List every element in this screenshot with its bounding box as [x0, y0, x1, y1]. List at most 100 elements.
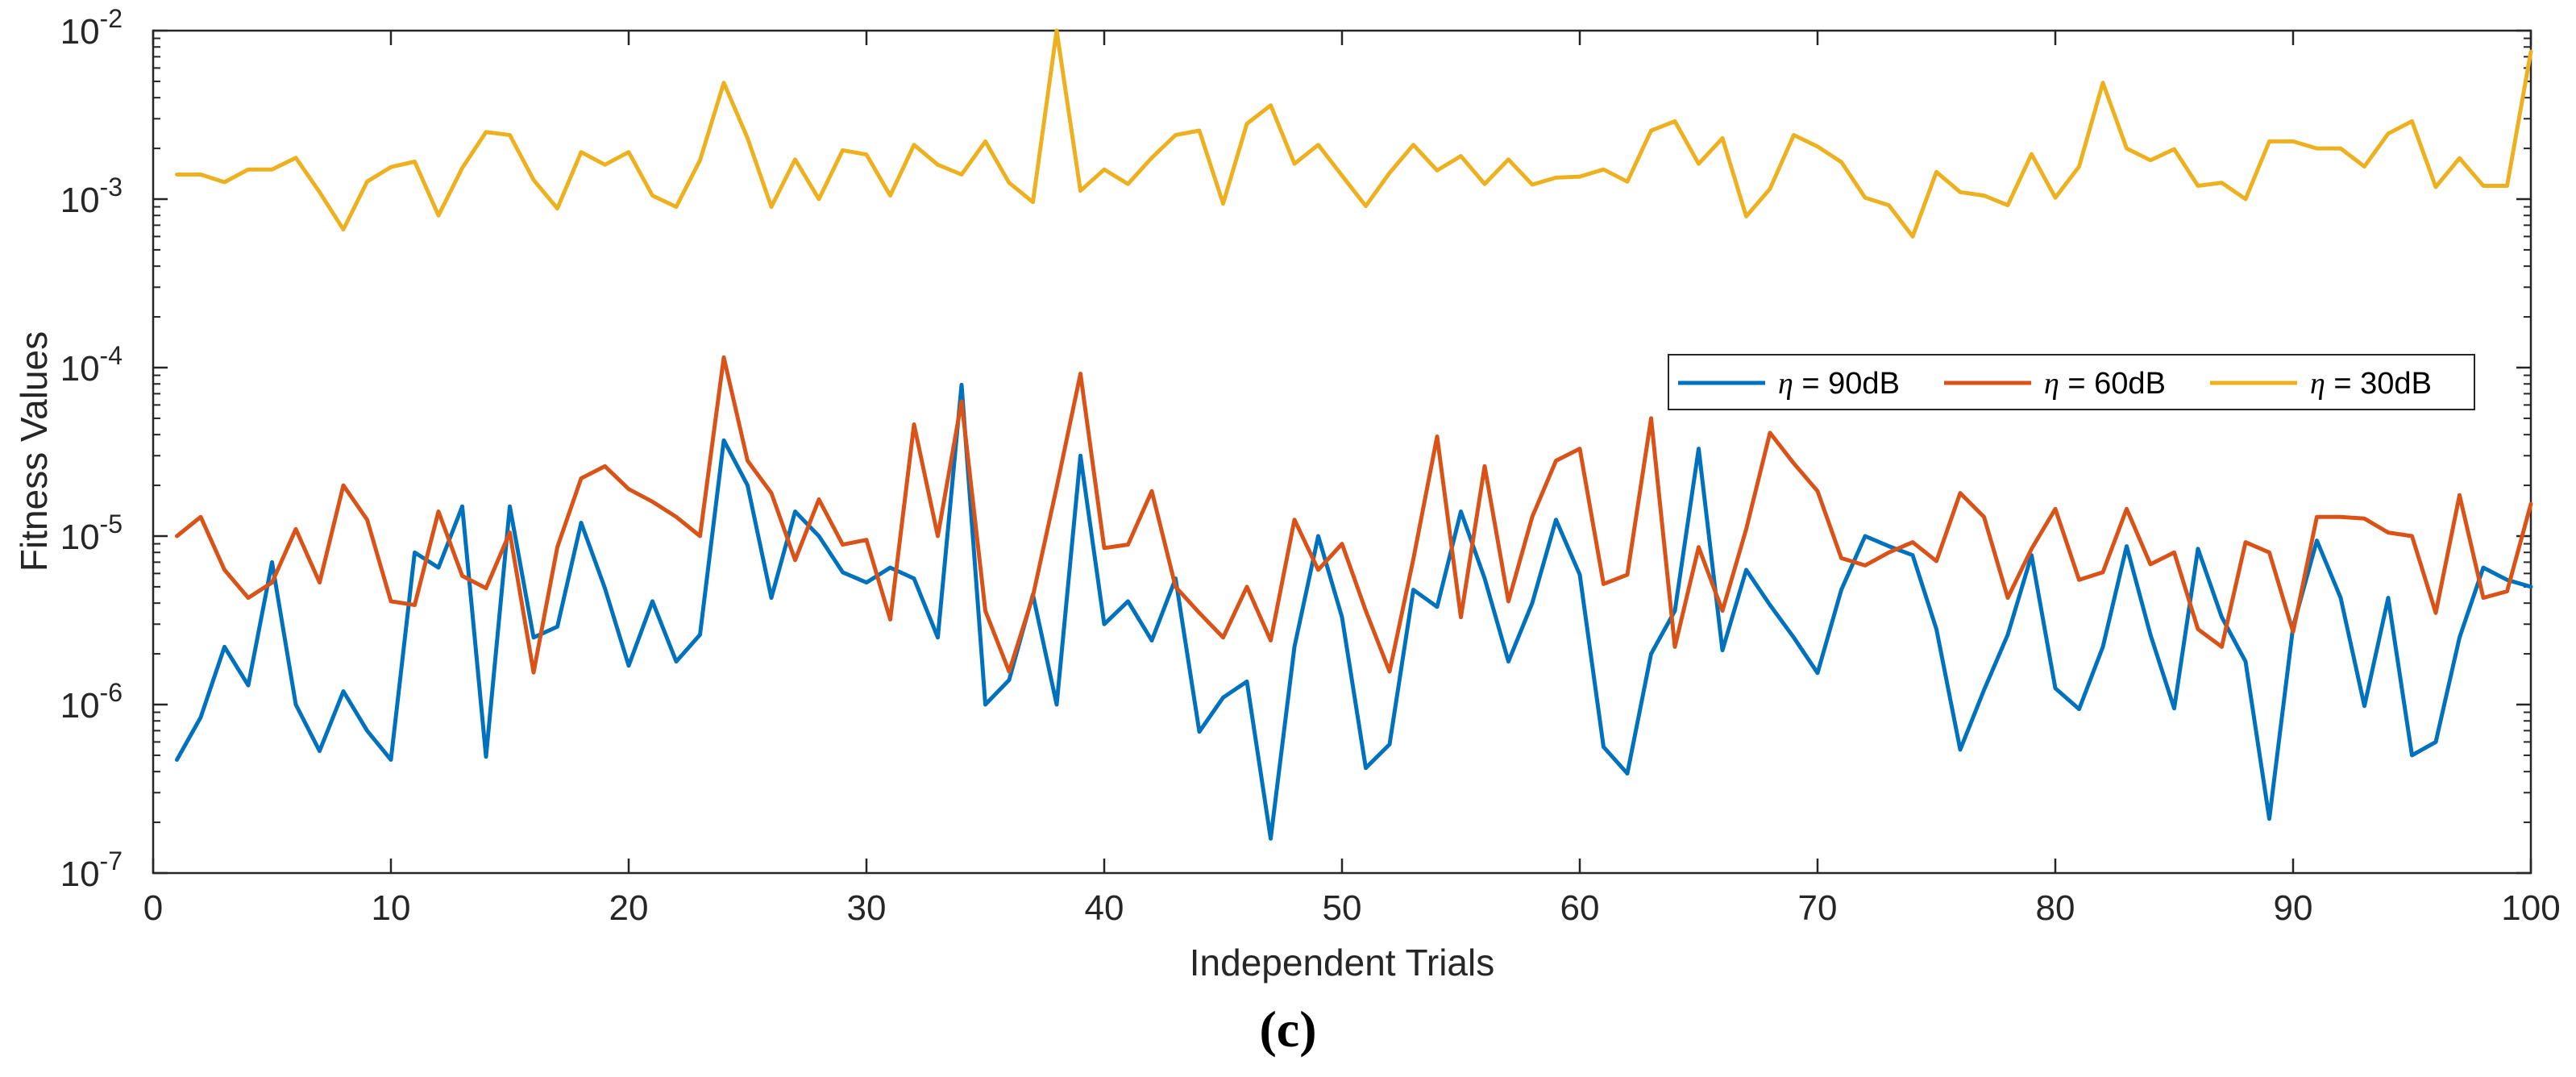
data-point-60dB [1174, 584, 1178, 589]
data-point-90dB [2386, 596, 2391, 600]
data-point-30dB [841, 148, 845, 152]
data-point-30dB [1672, 119, 1677, 123]
series-line-60dB [175, 355, 2533, 675]
data-point-30dB [1602, 168, 1606, 172]
x-tick-label: 30 [847, 888, 887, 928]
data-point-30dB [2005, 203, 2010, 207]
data-point-60dB [816, 497, 821, 501]
data-point-60dB [555, 545, 559, 549]
data-point-60dB [2243, 540, 2248, 544]
legend: η = 90dB η = 60dB η = 30dB [1668, 354, 2475, 410]
data-point-30dB [1269, 103, 1273, 107]
data-point-60dB [1031, 594, 1035, 598]
data-point-90dB [2433, 740, 2438, 744]
series-line-90dB [175, 382, 2533, 841]
data-point-90dB [698, 633, 702, 637]
data-point-30dB [1506, 157, 1510, 161]
data-point-60dB [2291, 630, 2296, 634]
data-point-60dB [175, 534, 179, 538]
y-axis-label: Fitness Values [13, 331, 55, 572]
data-point-60dB [1649, 416, 1653, 421]
y-tick-label: 10-4 [60, 341, 123, 389]
data-point-60dB [246, 596, 251, 600]
data-point-90dB [2220, 615, 2224, 619]
data-point-90dB [436, 565, 441, 570]
data-point-90dB [959, 383, 964, 387]
data-point-30dB [1887, 203, 1891, 207]
x-tick-label: 20 [609, 888, 649, 928]
data-point-30dB [2481, 184, 2486, 188]
data-point-60dB [2148, 562, 2153, 567]
y-tick-base: 10 [60, 181, 100, 220]
data-point-90dB [1340, 615, 1344, 619]
data-point-30dB [413, 160, 417, 164]
data-point-30dB [2458, 156, 2462, 160]
data-point-90dB [793, 509, 797, 514]
y-tick-label: 10-6 [60, 678, 123, 726]
data-point-90dB [841, 570, 845, 575]
x-tick-label: 70 [1798, 888, 1838, 928]
data-point-60dB [1672, 645, 1677, 649]
data-point-60dB [1863, 563, 1868, 568]
data-point-60dB [2100, 570, 2105, 575]
y-tick-exponent: -4 [100, 341, 123, 370]
data-point-90dB [1863, 534, 1868, 538]
data-point-90dB [1244, 680, 1249, 684]
data-point-90dB [912, 576, 916, 580]
data-point-90dB [1577, 572, 1582, 577]
data-point-60dB [2410, 534, 2414, 538]
data-point-90dB [1602, 745, 1606, 749]
legend-box [1668, 354, 2475, 410]
data-point-60dB [2005, 596, 2010, 600]
data-point-60dB [2528, 502, 2533, 506]
data-point-60dB [1364, 609, 1368, 613]
data-point-60dB [1934, 559, 1938, 563]
data-point-90dB [2410, 753, 2414, 758]
data-point-30dB [674, 205, 679, 209]
data-point-90dB [1126, 599, 1130, 604]
data-point-60dB [436, 509, 441, 514]
data-point-60dB [579, 476, 584, 480]
data-point-60dB [2030, 547, 2034, 551]
data-point-30dB [2267, 139, 2271, 143]
y-tick-exponent: -2 [100, 4, 123, 33]
data-point-90dB [2053, 686, 2058, 690]
data-point-30dB [1934, 170, 1938, 174]
data-point-60dB [746, 459, 750, 463]
data-point-90dB [2148, 633, 2153, 637]
data-point-30dB [2433, 185, 2438, 189]
data-point-30dB [1839, 160, 1843, 164]
series-layer [175, 28, 2533, 841]
data-point-30dB [1768, 187, 1772, 191]
data-point-60dB [1910, 540, 1915, 544]
data-point-90dB [936, 635, 940, 639]
data-point-60dB [1054, 485, 1059, 489]
data-point-30dB [1577, 174, 1582, 179]
legend-eta-2: η [2044, 367, 2059, 401]
data-point-60dB [1340, 542, 1344, 546]
data-point-90dB [222, 645, 226, 649]
data-point-90dB [1054, 702, 1059, 707]
data-point-90dB [1744, 568, 1748, 572]
data-point-60dB [2315, 515, 2319, 519]
data-point-90dB [484, 755, 488, 759]
data-point-90dB [1768, 603, 1772, 607]
data-point-90dB [413, 551, 417, 555]
data-point-60dB [2505, 589, 2509, 593]
data-point-60dB [1768, 430, 1772, 435]
data-point-90dB [1292, 645, 1297, 649]
data-point-30dB [936, 163, 940, 167]
data-point-90dB [1435, 605, 1440, 609]
data-point-60dB [198, 515, 203, 519]
data-point-30dB [1744, 214, 1748, 218]
axes-box [152, 29, 2532, 875]
y-tick-base: 10 [60, 12, 100, 52]
data-point-60dB [1411, 557, 1415, 561]
data-point-60dB [650, 500, 654, 504]
data-point-60dB [1697, 545, 1701, 549]
data-point-60dB [1530, 515, 1535, 519]
data-point-90dB [2125, 544, 2129, 548]
data-point-60dB [388, 599, 393, 604]
data-point-90dB [1672, 609, 1677, 613]
data-point-30dB [698, 158, 702, 162]
